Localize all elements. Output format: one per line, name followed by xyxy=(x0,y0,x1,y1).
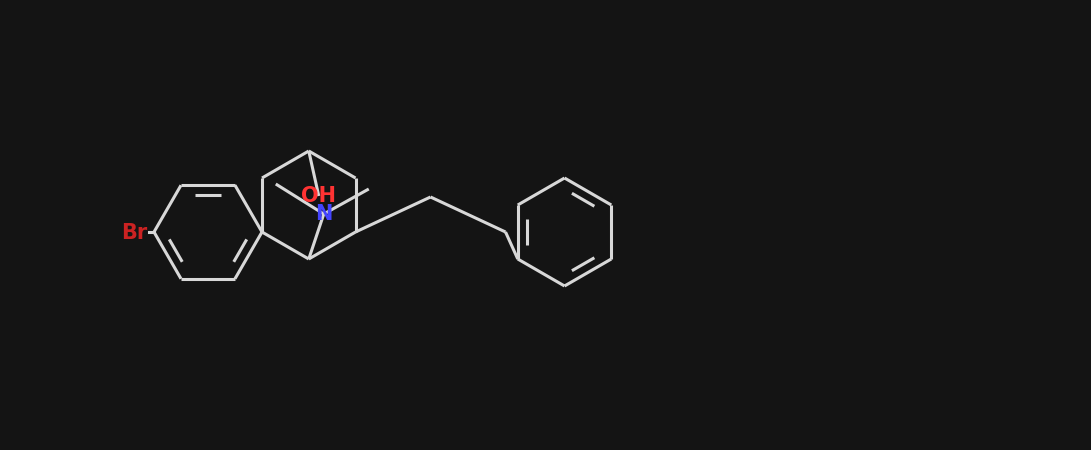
Text: N: N xyxy=(315,204,333,224)
Text: Br: Br xyxy=(121,223,147,243)
Text: OH: OH xyxy=(301,186,336,206)
